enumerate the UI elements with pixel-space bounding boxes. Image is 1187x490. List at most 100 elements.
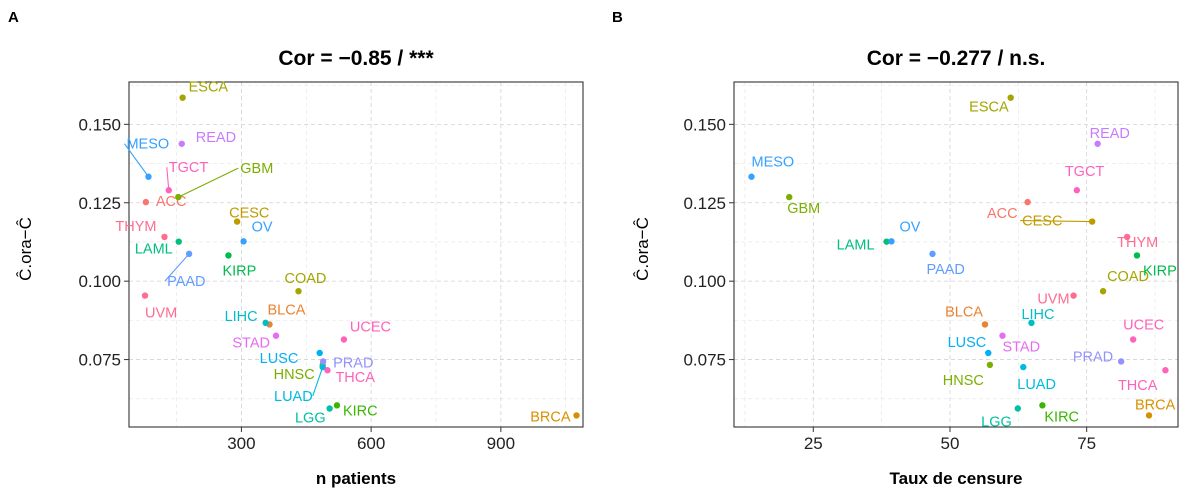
panel-b-label-brca: BRCA: [1135, 397, 1176, 413]
panel-b-label-lihc: LIHC: [1021, 307, 1054, 323]
panel-a-leader-line-paad: [164, 253, 190, 282]
panel-b-y-tick-label: 0.100: [683, 272, 726, 291]
panel-b-label-cesc: CESC: [1022, 214, 1062, 230]
panel-b-point-kirc: [1039, 402, 1046, 409]
panel-a-label-lgg: LGG: [295, 410, 326, 426]
panel-b-point-stad: [999, 332, 1006, 339]
panel-b-title: Cor = −0.277 / n.s.: [867, 47, 1046, 70]
panel-a-point-ov: [240, 238, 247, 245]
panel-a-label-kirp: KIRP: [222, 263, 256, 279]
panel-b-label-lgg: LGG: [981, 414, 1012, 430]
panel-b-point-laml: [883, 238, 890, 245]
panel-b-point-hnsc: [986, 361, 994, 369]
panel-b-point-kirp: [1133, 252, 1141, 259]
panel-b-label-kirc: KIRC: [1044, 409, 1079, 425]
panel-b-label-meso: MESO: [751, 155, 794, 171]
panel-a-leader-line-luad: [312, 366, 324, 397]
panel-a-point-gbm: [175, 193, 182, 201]
panel-b-label-paad: PAAD: [926, 262, 964, 278]
panel-a-label-thca: THCA: [335, 370, 375, 386]
panel-b-point-lihc: [1028, 319, 1035, 327]
panel-b-label-prad: PRAD: [1073, 349, 1113, 365]
panel-a-label-blca: BLCA: [268, 302, 306, 318]
panel-b-plot: 25 50 75 0.075 0.100 0.125 0.150 ACC BLCA BRCA CES…: [683, 81, 1179, 453]
panel-a-label-coad: COAD: [284, 271, 326, 287]
panel-b-label-read: READ: [1090, 126, 1130, 142]
panel-a-point-uvm: [141, 292, 149, 299]
panel-b-point-thca: [1162, 367, 1169, 374]
panel-b-label-stad: STAD: [1002, 340, 1040, 356]
panel-a-label-hnsc: HNSC: [274, 367, 315, 383]
panel-b-label-acc: ACC: [987, 206, 1018, 222]
panel-a-label-prad: PRAD: [333, 355, 373, 371]
panel-a-label-lusc: LUSC: [260, 351, 299, 367]
panel-b-y-tick-label: 0.150: [683, 115, 726, 134]
panel-b-point-tgct: [1073, 187, 1081, 194]
panel-a-label-cesc: CESC: [229, 206, 269, 222]
panel-a-point-meso: [145, 173, 152, 180]
panel-b-label-kirp: KIRP: [1143, 263, 1177, 279]
panel-b-point-paad: [929, 250, 936, 258]
panel-a-point-cesc: [233, 218, 241, 225]
panel-b-point-ov: [888, 238, 895, 245]
panel-b-label-laml: LAML: [837, 238, 875, 254]
panel-a-point-kirc: [333, 402, 341, 409]
panel-a-plot: 300 600 900 0.075 0.100 0.125 0.150 ACC BLCA BRCA…: [78, 80, 584, 453]
panel-b-point-meso: [748, 173, 755, 180]
panel-a-label-ov: OV: [252, 219, 273, 235]
panel-b-label-coad: COAD: [1107, 269, 1149, 285]
panel-b-x-tick-label: 75: [1077, 434, 1096, 453]
panel-b-point-acc: [1024, 198, 1031, 206]
panel-a-point-lihc: [262, 319, 269, 327]
panel-a-point-luad: [319, 363, 326, 371]
panel-a-y-axis-label: Ĉ.ora−Ĉ: [16, 217, 35, 281]
panel-a-label-meso: MESO: [126, 137, 169, 153]
panel-b-point-luad: [1020, 363, 1027, 371]
panel-a-point-kirp: [225, 252, 232, 259]
panel-b-x-axis-label: Taux de censure: [890, 469, 1023, 488]
panel-b-point-gbm: [786, 193, 793, 201]
panel-a-leader-line-meso: [124, 143, 149, 178]
panel-b-label-gbm: GBM: [787, 201, 820, 217]
panel-a-label-laml: LAML: [135, 242, 173, 258]
panel-b-point-uvm: [1070, 292, 1077, 299]
panel-a-point-ucec: [340, 336, 348, 343]
panel-a-label-tgct: TGCT: [169, 160, 209, 176]
panel-a-y-tick-label: 0.125: [78, 194, 121, 213]
panel-b-point-lgg: [1014, 405, 1021, 412]
panel-b-label-lusc: LUSC: [948, 335, 987, 351]
panel-a-label-esca: ESCA: [189, 80, 229, 96]
panel-b-label-thym: THYM: [1117, 235, 1158, 251]
panel-b-point-prad: [1117, 358, 1125, 365]
panel-b-label-ov: OV: [899, 219, 920, 235]
panel-b-y-tick-label: 0.125: [683, 194, 726, 213]
panel-b-y-axis-label: Ĉ.ora−Ĉ: [633, 217, 652, 281]
panel-b-label-ucec: UCEC: [1123, 317, 1164, 333]
panel-a-point-thym: [161, 233, 168, 241]
panel-a-point-brca: [573, 412, 580, 419]
panel-b-x-tick-label: 50: [941, 434, 960, 453]
panel-b-point-brca: [1145, 412, 1153, 419]
panel-a-label-lihc: LIHC: [225, 309, 258, 325]
panel-a-point-lgg: [326, 405, 333, 412]
panel-b-point-esca: [1007, 94, 1014, 101]
panel-b-label-uvm: UVM: [1037, 292, 1069, 308]
panel-a-point-paad: [185, 250, 193, 258]
panel-a-leader-line-tgct: [166, 167, 170, 191]
panel-b-label-esca: ESCA: [969, 100, 1009, 116]
panel-a-label-ucec: UCEC: [350, 319, 391, 335]
panel-a-label-brca: BRCA: [530, 409, 571, 425]
panel-a-point-prad: [319, 358, 327, 365]
panel-a-point-tgct: [165, 187, 172, 194]
panel-a-point-laml: [175, 238, 182, 245]
panel-b-border: [733, 81, 1179, 428]
panel-b-leader-line-cesc: [1020, 220, 1093, 223]
panel-b-label-tgct: TGCT: [1065, 164, 1105, 180]
panel-a-label-paad: PAAD: [167, 274, 205, 290]
panel-a-y-tick-label: 0.100: [78, 272, 121, 291]
panel-a-point-esca: [179, 94, 186, 101]
panel-a-label-stad: STAD: [232, 336, 270, 352]
panel-a-label-acc: ACC: [156, 194, 187, 210]
panel-a-label-gbm: GBM: [240, 161, 273, 177]
